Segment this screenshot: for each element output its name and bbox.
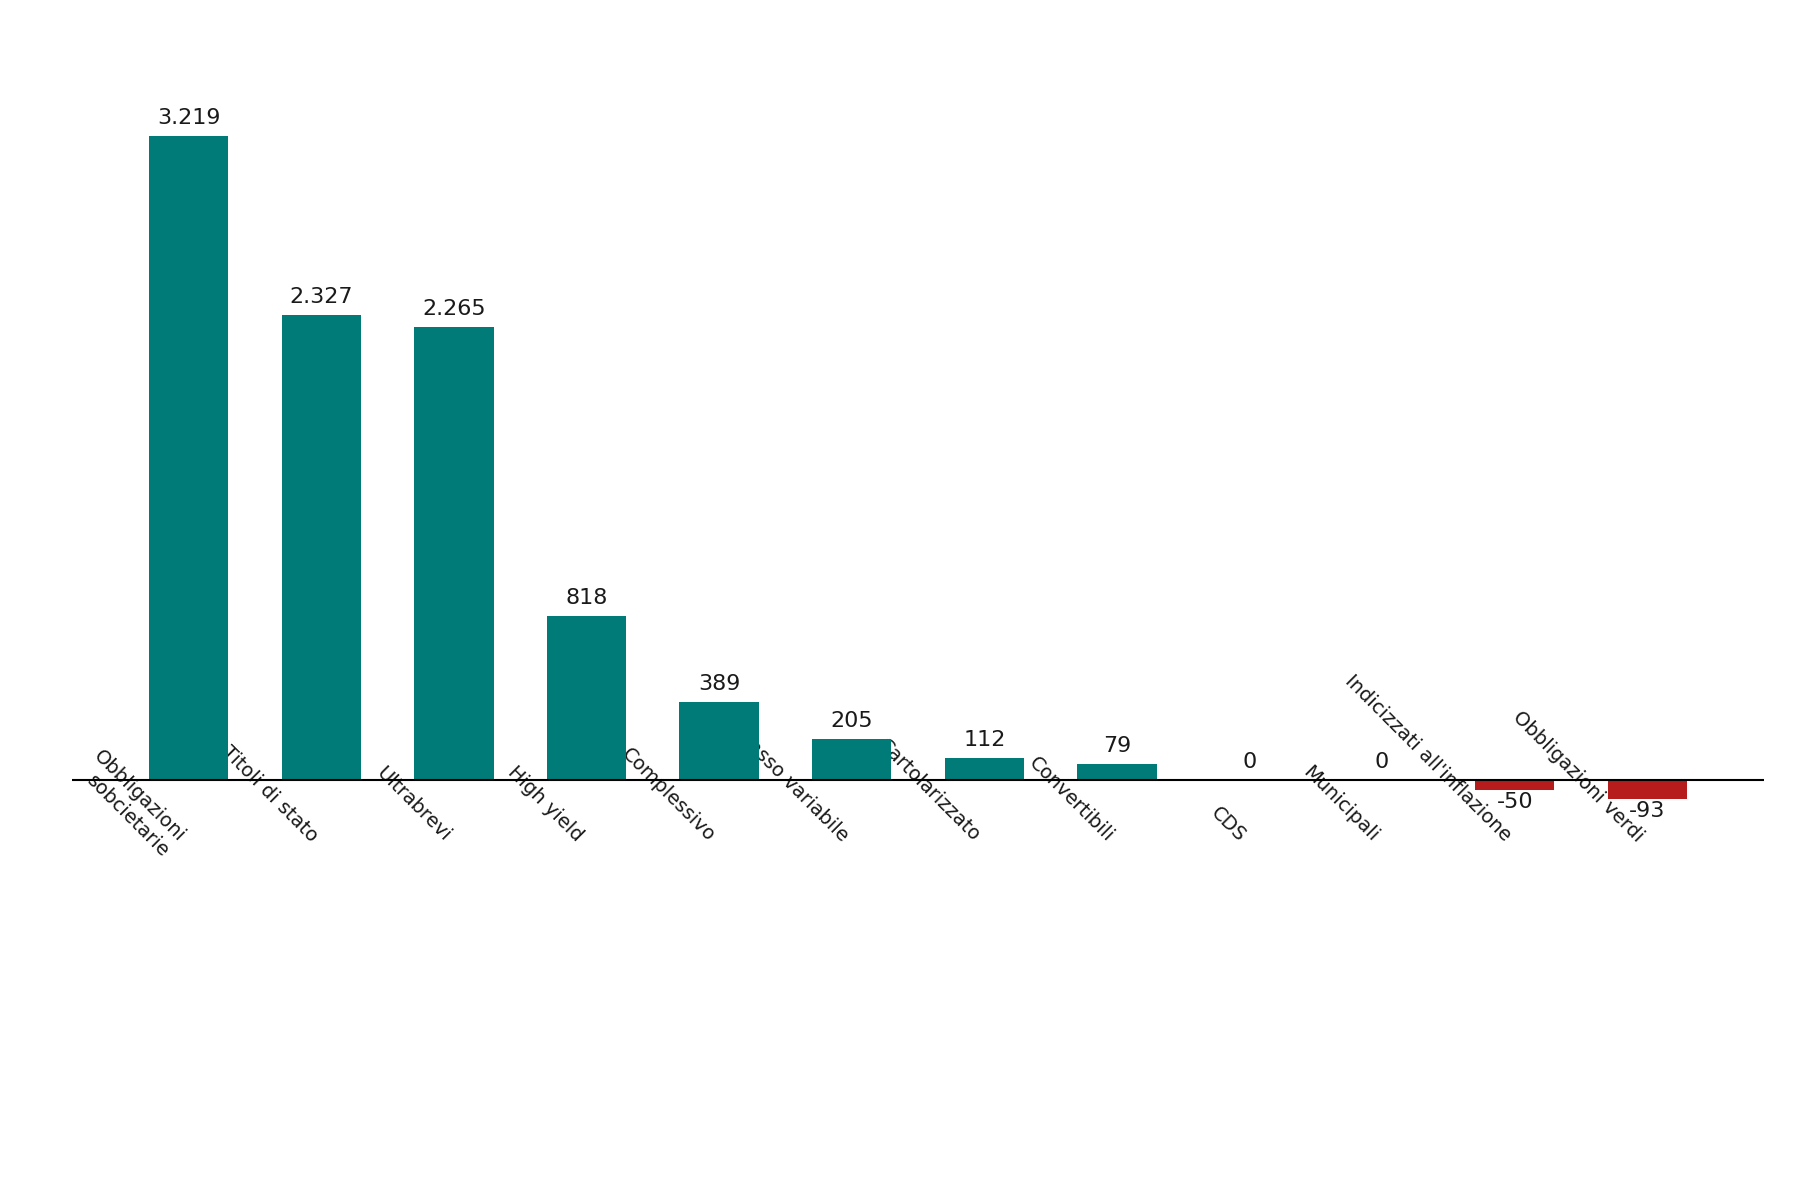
Text: 2.265: 2.265 (421, 299, 486, 319)
Bar (414, 326, 493, 780)
Bar (547, 617, 626, 780)
Bar (1607, 780, 1687, 799)
Text: -93: -93 (1629, 800, 1665, 821)
Text: 818: 818 (565, 588, 608, 608)
Bar (1076, 764, 1157, 780)
Text: 0: 0 (1242, 752, 1256, 772)
Bar (812, 739, 891, 780)
Bar (679, 702, 760, 780)
Text: 205: 205 (830, 710, 873, 731)
Bar (281, 314, 362, 780)
Bar (945, 757, 1024, 780)
Text: 79: 79 (1103, 736, 1130, 756)
Text: 0: 0 (1375, 752, 1390, 772)
Bar (149, 136, 229, 780)
Text: 3.219: 3.219 (157, 108, 220, 128)
Bar (1474, 780, 1555, 790)
Text: 389: 389 (698, 674, 740, 694)
Text: 2.327: 2.327 (290, 287, 353, 306)
Text: -50: -50 (1496, 792, 1534, 812)
Text: 112: 112 (963, 730, 1006, 750)
